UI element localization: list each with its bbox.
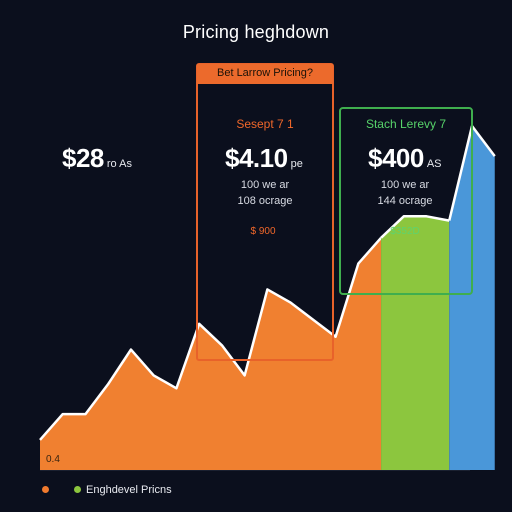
- plan-name-right: Stach Lerevy 7: [365, 117, 447, 131]
- area-series-outline-2: [380, 215, 450, 239]
- plan-feature-right-2: 144 ocrage: [377, 195, 433, 207]
- plan-card-header-bar: [197, 64, 333, 84]
- plan-price-right: $400 AS: [368, 143, 442, 174]
- plan-feature-right-1: 100 we ar: [380, 179, 430, 191]
- plan-price-left-unit: ro As: [106, 158, 132, 170]
- plan-price-middle-unit: pe: [290, 158, 303, 170]
- legend-swatch-orange: [42, 486, 49, 493]
- plan-price-middle-value: $4.10: [225, 143, 288, 173]
- axis-bottom-label: 0.4: [46, 454, 60, 465]
- chart-title: Pricing heghdown: [182, 22, 330, 42]
- area-series-3: [449, 126, 495, 470]
- plan-card-frame-green: [339, 107, 473, 295]
- area-series-1: [40, 237, 382, 470]
- plan-feature-middle-1: 100 we ar: [240, 179, 290, 191]
- area-series-2: [381, 216, 450, 470]
- plan-feature-middle-2: 108 ocrage: [237, 195, 293, 207]
- area-series-group: [39, 124, 496, 470]
- legend-swatch-green: [74, 486, 81, 493]
- plan-price-left: $28 ro As: [62, 143, 132, 174]
- area-series-outline-1: [39, 236, 382, 441]
- plan-highlight-middle: $ 900: [250, 226, 276, 237]
- plan-price-middle: $4.10 pe: [225, 143, 303, 174]
- plan-name-middle: Sesept 7 1: [236, 117, 294, 131]
- plan-highlight-right: $352D: [390, 226, 420, 237]
- legend-label-green: Enghdevel Pricns: [86, 484, 172, 496]
- plan-card-header-label: Bet Larrow Pricing?: [217, 67, 313, 79]
- plan-price-left-value: $28: [62, 143, 104, 173]
- plan-price-right-value: $400: [368, 143, 424, 173]
- plan-price-right-unit: AS: [426, 158, 442, 170]
